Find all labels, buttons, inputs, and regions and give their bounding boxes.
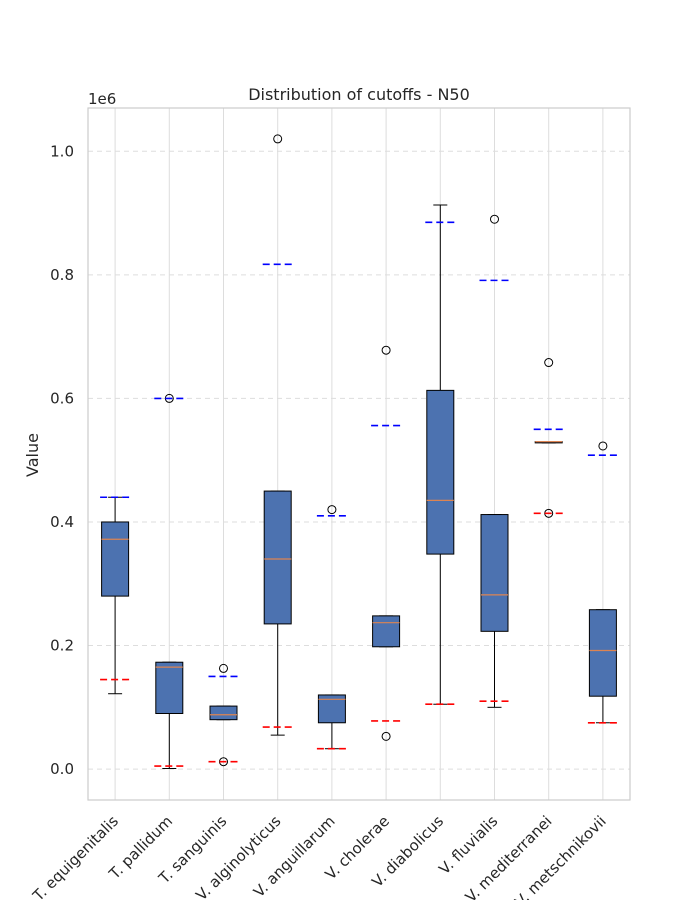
- box-5: [316, 505, 347, 750]
- iqr-box: [480, 514, 509, 632]
- iqr-box: [372, 615, 401, 648]
- box-8: [479, 214, 510, 708]
- y-axis-label: Value: [23, 433, 42, 477]
- iqr-box: [263, 490, 292, 625]
- box-1: [100, 496, 131, 695]
- box-series: [100, 134, 618, 769]
- y-tick-label: 0.8: [50, 266, 74, 284]
- x-tick-label: T. equigenitalis: [29, 812, 122, 900]
- y-axis-ticks: 0.0 0.2 0.4 0.6 0.8 1.0: [50, 142, 74, 778]
- box-2: [154, 393, 185, 769]
- plot-frame: [87, 107, 631, 801]
- box-9: [533, 358, 564, 518]
- chart-title: Distribution of cutoffs - N50: [248, 85, 470, 104]
- y-tick-label: 0.4: [50, 513, 74, 531]
- box-10: [587, 441, 618, 724]
- y-axis-offset-label: 1e6: [88, 90, 116, 108]
- outlier-point: [219, 663, 228, 673]
- iqr-box: [101, 521, 130, 597]
- outlier-point: [273, 134, 283, 144]
- box-6: [371, 345, 402, 741]
- box-3: [208, 663, 239, 767]
- iqr-box: [209, 705, 238, 721]
- outlier-point: [598, 441, 608, 451]
- box-4: [262, 134, 293, 736]
- y-tick-label: 0.6: [50, 389, 74, 407]
- x-tick-label: V. metschnikovii: [511, 812, 610, 900]
- outlier-point: [544, 358, 554, 368]
- y-tick-label: 0.2: [50, 637, 74, 655]
- outlier-point: [381, 731, 391, 741]
- y-tick-label: 0.0: [50, 760, 74, 778]
- outlier-point: [327, 505, 337, 515]
- outlier-point: [381, 345, 391, 355]
- iqr-box: [588, 609, 617, 697]
- iqr-box: [426, 389, 455, 555]
- y-tick-label: 1.0: [50, 142, 74, 160]
- iqr-box: [155, 661, 184, 714]
- box-7: [425, 204, 456, 706]
- outlier-point: [490, 214, 499, 224]
